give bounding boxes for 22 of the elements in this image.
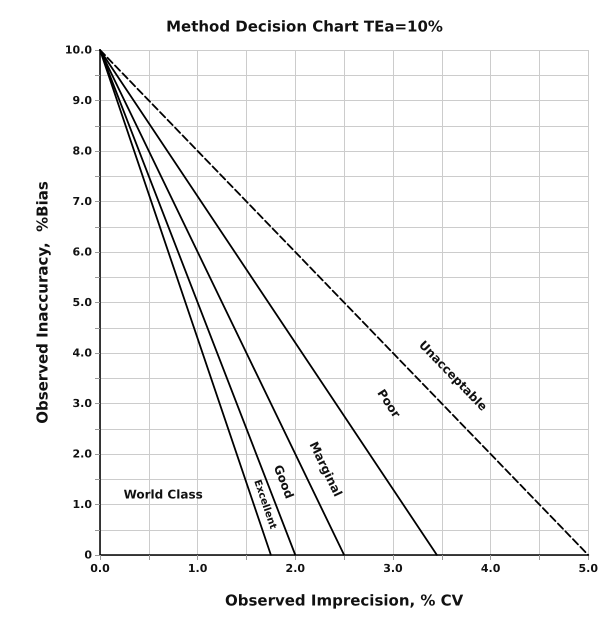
x-tick-label: 2.0	[286, 562, 306, 575]
x-tick-label: 3.0	[383, 562, 404, 575]
y-tick-label: 9.0	[72, 94, 92, 107]
y-tick-label: 5.0	[72, 296, 92, 309]
x-tick-label: 4.0	[480, 562, 501, 575]
annotation: World Class	[124, 487, 203, 502]
x-tick-label: 0.0	[90, 562, 110, 575]
y-tick-label: 1.0	[72, 498, 92, 511]
x-axis-title: Observed Imprecision, % CV	[224, 592, 464, 610]
y-axis-title: Observed Inaccuracy, %Bias	[34, 181, 52, 424]
x-tick-label: 1.0	[188, 562, 208, 575]
annotation: Good	[270, 462, 297, 501]
y-tick-label: 8.0	[72, 144, 92, 158]
y-tick-label: 3.0	[72, 397, 92, 410]
chart-title: Method Decision Chart TEa=10%	[166, 18, 443, 36]
y-tick-label: 2.0	[72, 448, 92, 460]
y-tick-label: 0	[84, 548, 92, 562]
y-tick-label: 10.0	[64, 44, 92, 56]
y-tick-label: 6.0	[72, 246, 92, 258]
y-tick-label: 7.0	[72, 195, 92, 208]
x-tick-label: 5.0	[578, 562, 598, 575]
y-tick-label: 4.0	[72, 346, 92, 360]
